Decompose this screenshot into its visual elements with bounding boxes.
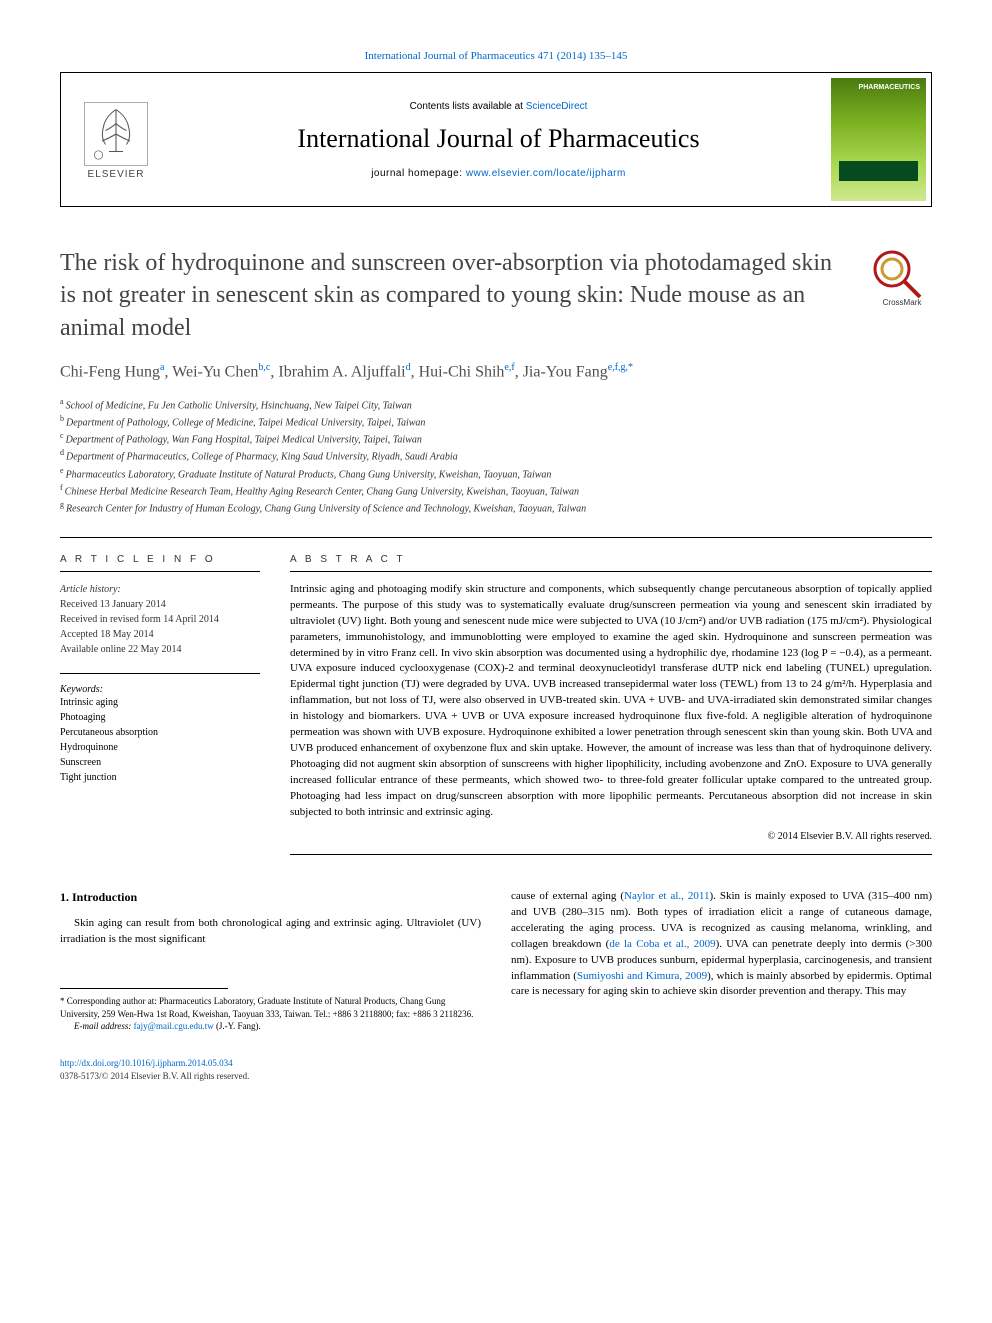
authors-list: Chi-Feng Hunga, Wei-Yu Chenb,c, Ibrahim …: [60, 362, 932, 381]
article-title: The risk of hydroquinone and sunscreen o…: [60, 247, 852, 344]
keyword-item: Photoaging: [60, 710, 260, 725]
journal-cover-thumb[interactable]: PHARMACEUTICS: [831, 78, 926, 201]
journal-homepage: journal homepage: www.elsevier.com/locat…: [171, 168, 826, 179]
revised-date: Received in revised form 14 April 2014: [60, 612, 260, 627]
affiliation-item: c Department of Pathology, Wan Fang Hosp…: [60, 430, 932, 447]
sciencedirect-link[interactable]: ScienceDirect: [526, 101, 588, 112]
author-affiliation-sup: e,f: [504, 362, 514, 373]
author-affiliation-sup: a: [160, 362, 164, 373]
svg-text:CrossMark: CrossMark: [883, 298, 923, 307]
homepage-prefix: journal homepage:: [371, 168, 466, 179]
received-date: Received 13 January 2014: [60, 597, 260, 612]
keywords-block: Keywords: Intrinsic agingPhotoagingPercu…: [60, 684, 260, 785]
affiliation-item: d Department of Pharmaceutics, College o…: [60, 447, 932, 464]
article-info-header: A R T I C L E I N F O: [60, 554, 260, 572]
online-date: Available online 22 May 2014: [60, 642, 260, 657]
intro-paragraph-2: cause of external aging (Naylor et al., …: [511, 889, 932, 1001]
body-column-right: cause of external aging (Naylor et al., …: [511, 889, 932, 1083]
cover-label: PHARMACEUTICS: [859, 84, 920, 91]
intro-paragraph-1: Skin aging can result from both chronolo…: [60, 916, 481, 948]
doi-line: http://dx.doi.org/10.1016/j.ijpharm.2014…: [60, 1057, 481, 1070]
affiliation-item: g Research Center for Industry of Human …: [60, 499, 932, 516]
contents-line: Contents lists available at ScienceDirec…: [171, 101, 826, 112]
citation-link[interactable]: International Journal of Pharmaceutics 4…: [365, 50, 628, 62]
keyword-item: Percutaneous absorption: [60, 725, 260, 740]
abstract-panel: A B S T R A C T Intrinsic aging and phot…: [290, 538, 932, 855]
keywords-divider: [60, 673, 260, 674]
elsevier-tree-icon: [81, 99, 151, 169]
article-info-panel: A R T I C L E I N F O Article history: R…: [60, 538, 260, 855]
cover-bar-icon: [839, 161, 918, 181]
email-suffix: (J.-Y. Fang).: [214, 1021, 261, 1031]
abstract-copyright: © 2014 Elsevier B.V. All rights reserved…: [290, 831, 932, 842]
article-history: Article history: Received 13 January 201…: [60, 582, 260, 657]
footnote-text: * Corresponding author at: Pharmaceutics…: [60, 996, 473, 1019]
copyright-footer: 0378-5173/© 2014 Elsevier B.V. All right…: [60, 1070, 481, 1083]
elsevier-label: ELSEVIER: [88, 169, 145, 180]
accepted-date: Accepted 18 May 2014: [60, 627, 260, 642]
keyword-item: Tight junction: [60, 770, 260, 785]
citation-link[interactable]: de la Coba et al., 2009: [609, 938, 715, 950]
body-column-left: 1. Introduction Skin aging can result fr…: [60, 889, 481, 1083]
author-affiliation-sup: d: [406, 362, 411, 373]
crossmark-badge[interactable]: CrossMark: [872, 247, 932, 307]
affiliations-list: a School of Medicine, Fu Jen Catholic Un…: [60, 396, 932, 517]
homepage-link[interactable]: www.elsevier.com/locate/ijpharm: [466, 168, 626, 179]
author-affiliation-sup: b,c: [258, 362, 270, 373]
elsevier-logo[interactable]: ELSEVIER: [61, 73, 171, 206]
affiliation-item: e Pharmaceutics Laboratory, Graduate Ins…: [60, 465, 932, 482]
history-label: Article history:: [60, 582, 260, 597]
doi-link[interactable]: http://dx.doi.org/10.1016/j.ijpharm.2014…: [60, 1058, 233, 1068]
keyword-item: Intrinsic aging: [60, 695, 260, 710]
affiliation-item: f Chinese Herbal Medicine Research Team,…: [60, 482, 932, 499]
keywords-label: Keywords:: [60, 684, 260, 695]
section-heading-introduction: 1. Introduction: [60, 889, 481, 906]
keyword-item: Hydroquinone: [60, 740, 260, 755]
corresponding-author-footnote: * Corresponding author at: Pharmaceutics…: [60, 995, 481, 1020]
contents-prefix: Contents lists available at: [410, 101, 526, 112]
author-affiliation-sup: e,f,g,*: [608, 362, 633, 373]
keyword-item: Sunscreen: [60, 755, 260, 770]
email-label: E-mail address:: [74, 1021, 134, 1031]
citation-link[interactable]: Sumiyoshi and Kimura, 2009: [577, 970, 707, 982]
email-footnote: E-mail address: fajy@mail.cgu.edu.tw (J.…: [60, 1020, 481, 1033]
affiliation-item: b Department of Pathology, College of Me…: [60, 413, 932, 430]
citation-header: International Journal of Pharmaceutics 4…: [60, 50, 932, 62]
abstract-header: A B S T R A C T: [290, 554, 932, 572]
journal-title: International Journal of Pharmaceutics: [171, 124, 826, 154]
footnote-divider: [60, 988, 228, 989]
header-middle: Contents lists available at ScienceDirec…: [171, 73, 826, 206]
abstract-text: Intrinsic aging and photoaging modify sk…: [290, 582, 932, 821]
citation-link[interactable]: Naylor et al., 2011: [624, 890, 709, 902]
abstract-bottom-divider: [290, 854, 932, 855]
email-link[interactable]: fajy@mail.cgu.edu.tw: [134, 1021, 214, 1031]
affiliation-item: a School of Medicine, Fu Jen Catholic Un…: [60, 396, 932, 413]
crossmark-icon: CrossMark: [872, 247, 932, 307]
journal-header-box: ELSEVIER Contents lists available at Sci…: [60, 72, 932, 207]
